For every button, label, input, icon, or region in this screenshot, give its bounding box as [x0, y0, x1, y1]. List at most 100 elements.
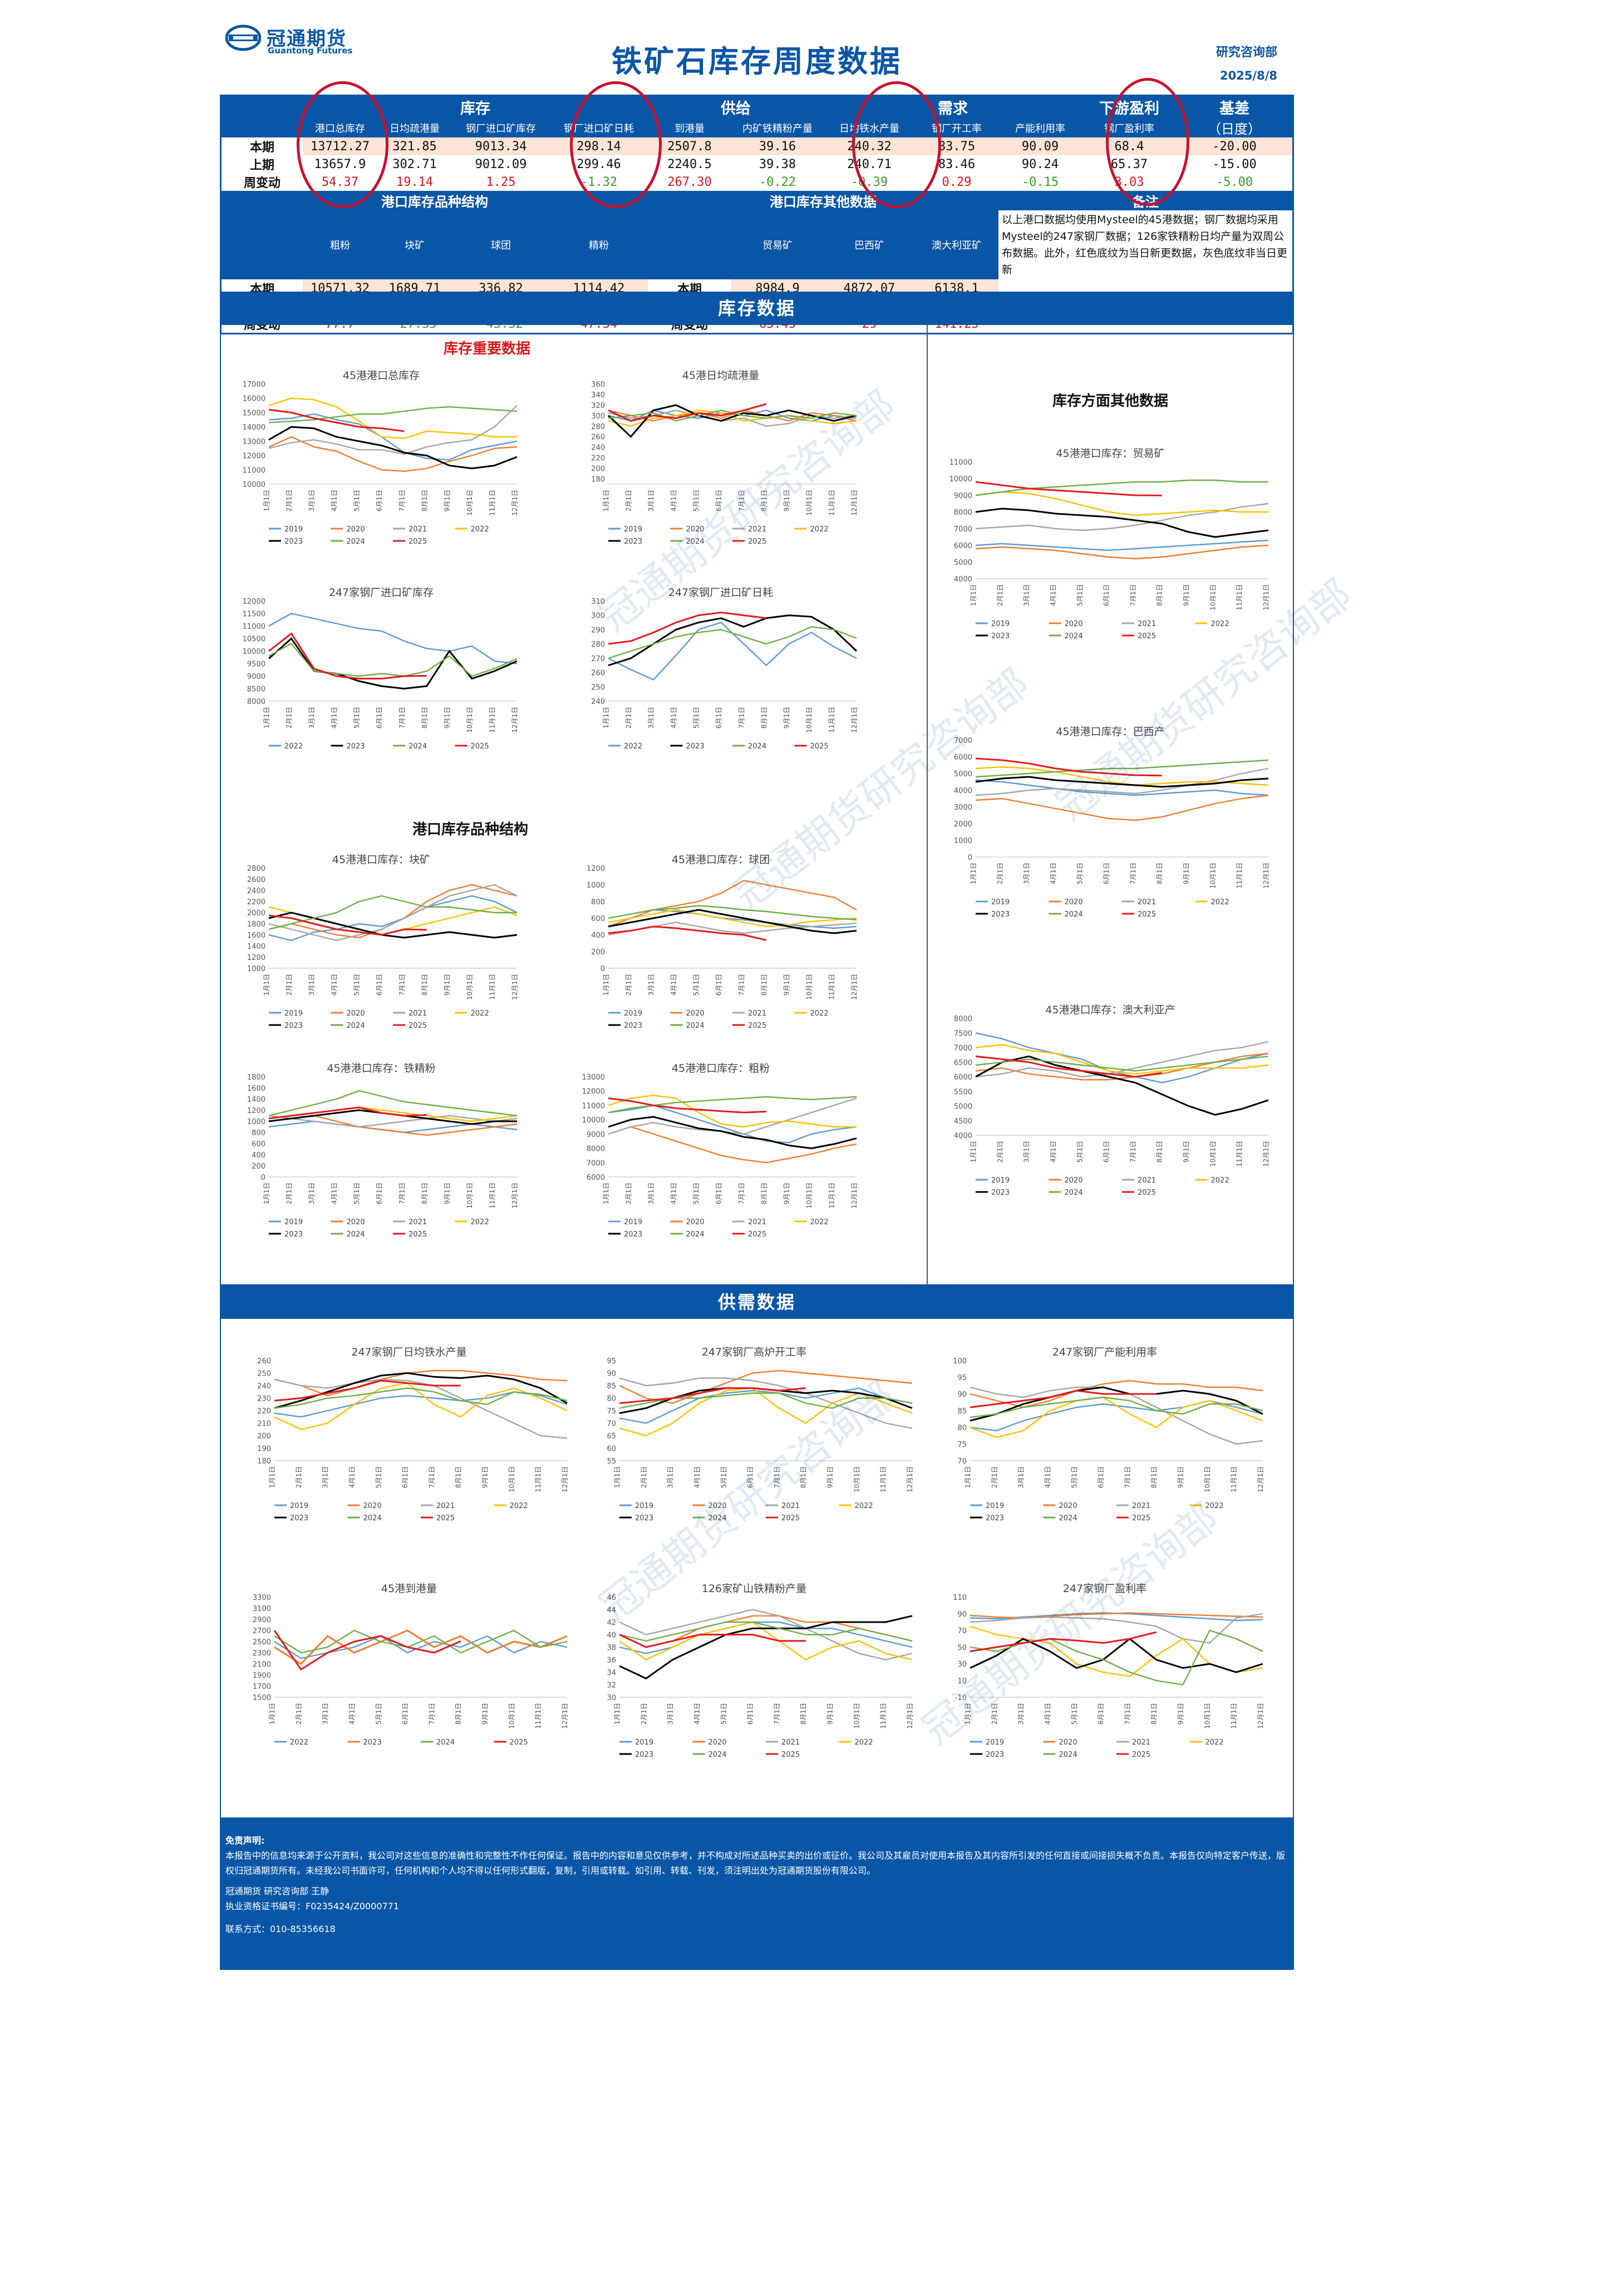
x-tick-label: 12月1日 — [850, 1183, 858, 1209]
legend-label: 2024 — [748, 742, 766, 751]
y-tick-label: 8000 — [954, 1015, 972, 1023]
x-tick-label: 4月1日 — [1044, 1466, 1051, 1488]
y-tick-label: 32 — [607, 1682, 616, 1690]
x-tick-label: 3月1日 — [667, 1466, 675, 1488]
legend-label: 2022 — [810, 1218, 829, 1226]
y-tick-label: 44 — [607, 1607, 616, 1615]
x-tick-label: 7月1日 — [1124, 1466, 1131, 1488]
x-tick-label: 12月1日 — [511, 974, 519, 1000]
x-tick-label: 5月1日 — [353, 974, 361, 996]
series-line-2024 — [268, 642, 518, 677]
x-tick-label: 6月1日 — [1103, 863, 1110, 884]
group-basis: 基差 — [1177, 96, 1292, 118]
y-tick-label: 2000 — [247, 909, 265, 918]
y-tick-label: 240 — [591, 444, 605, 452]
legend-label: 2020 — [347, 525, 365, 534]
section-divider — [927, 325, 928, 1285]
legend-label: 2019 — [986, 1502, 1004, 1510]
legend-label: 2022 — [810, 1009, 829, 1018]
series-line-2024 — [975, 759, 1269, 778]
y-tick-label: 7000 — [954, 737, 972, 745]
x-tick-label: 1月1日 — [970, 584, 977, 606]
inventory-panel — [220, 325, 1294, 1285]
chart-title: 45港港口库存：球团 — [671, 854, 770, 866]
y-tick-label: 310 — [591, 598, 605, 606]
x-tick-label: 2月1日 — [640, 1466, 648, 1488]
x-tick-label: 11月1日 — [1236, 863, 1243, 889]
table-cell: 9012.09 — [475, 157, 527, 171]
x-tick-label: 10月1日 — [853, 1703, 860, 1729]
col-header: 产能利用率 — [998, 118, 1082, 137]
logo-text-cn: 冠通期货 — [267, 28, 347, 50]
y-tick-label: 1400 — [247, 943, 265, 951]
x-tick-label: 1月1日 — [268, 1466, 276, 1488]
series-line-2025 — [273, 1630, 461, 1671]
series-line-2024 — [970, 1396, 1263, 1418]
x-tick-label: 3月1日 — [1023, 1141, 1031, 1162]
x-tick-label: 12月1日 — [561, 1466, 569, 1492]
y-tick-label: 1200 — [247, 1107, 265, 1115]
x-tick-label: 6月1日 — [715, 490, 723, 511]
chart-svg: 13000 12000 11000 10000 9000 8000 7000 60001月1日… — [582, 1073, 858, 1239]
series-line-2022 — [274, 1635, 568, 1659]
y-tick-label: 2500 — [253, 1638, 271, 1647]
x-tick-label: 9月1日 — [1183, 1141, 1190, 1162]
y-tick-label: 8500 — [247, 686, 265, 694]
series-line-2024 — [608, 626, 857, 659]
y-tick-label: 250 — [257, 1370, 271, 1378]
series-line-2024 — [268, 895, 517, 930]
line-chart: 45港港口库存：铁精粉 1800 1600 1400 1200 1000 800 600 400… — [237, 1060, 526, 1244]
y-tick-label: 5000 — [954, 770, 972, 779]
x-tick-label: 5月1日 — [375, 1703, 382, 1725]
legend-label: 2023 — [624, 538, 642, 546]
legend-label: 2025 — [781, 1514, 800, 1523]
y-tick-label: 1900 — [253, 1672, 271, 1680]
series-line-2025 — [608, 1097, 766, 1113]
series-line-2021 — [268, 1115, 518, 1128]
col-header-basis: （日度） — [1177, 118, 1292, 137]
x-tick-label: 8月1日 — [1150, 1703, 1158, 1725]
legend-label: 2025 — [409, 1022, 427, 1030]
legend-label: 2023 — [991, 1189, 1010, 1197]
y-tick-label: 0 — [261, 1174, 265, 1182]
x-tick-label: 8月1日 — [421, 707, 429, 728]
y-tick-label: 1600 — [247, 932, 265, 940]
legend-label: 2024 — [686, 1230, 705, 1239]
x-tick-label: 5月1日 — [375, 1466, 382, 1488]
x-tick-label: 5月1日 — [353, 490, 361, 511]
y-tick-label: 6000 — [587, 1174, 605, 1182]
y-tick-label: 260 — [591, 433, 605, 442]
y-tick-label: 210 — [257, 1420, 271, 1428]
legend-label: 2024 — [347, 1230, 365, 1239]
line-chart: 45港港口总库存 17000 16000 15000 14000 13000 12000 11… — [237, 367, 526, 551]
series-line-2023 — [607, 404, 857, 438]
legend-label: 2024 — [436, 1738, 455, 1747]
series-line-2024 — [268, 406, 518, 423]
series-line-2025 — [970, 1631, 1157, 1652]
legend-label: 2020 — [708, 1502, 727, 1510]
legend-label: 2021 — [409, 1218, 427, 1226]
legend-label: 2025 — [1132, 1751, 1150, 1759]
y-tick-label: 2700 — [253, 1627, 271, 1635]
other-title: 港口库存其他数据 — [648, 191, 998, 210]
x-tick-label: 6月1日 — [376, 490, 383, 511]
x-tick-label: 3月1日 — [308, 707, 316, 728]
y-tick-label: 3000 — [954, 804, 972, 812]
x-tick-label: 2月1日 — [996, 584, 1004, 606]
series-line-2019 — [619, 1621, 913, 1654]
x-tick-label: 2月1日 — [286, 974, 293, 996]
y-tick-label: 11000 — [582, 1102, 605, 1110]
series-line-2020 — [608, 1126, 857, 1164]
legend-label: 2020 — [1065, 898, 1083, 906]
x-tick-label: 8月1日 — [760, 974, 768, 996]
x-tick-label: 5月1日 — [720, 1466, 727, 1488]
legend-label: 2025 — [409, 538, 427, 546]
legend-label: 2025 — [471, 742, 489, 751]
x-tick-label: 1月1日 — [602, 1183, 610, 1204]
legend-label: 2023 — [991, 632, 1010, 640]
legend-label: 2021 — [436, 1502, 455, 1510]
col-header: 巴西矿 — [824, 210, 915, 279]
legend-label: 2021 — [1132, 1738, 1150, 1747]
x-tick-label: 1月1日 — [263, 490, 270, 511]
x-tick-label: 10月1日 — [853, 1466, 860, 1492]
